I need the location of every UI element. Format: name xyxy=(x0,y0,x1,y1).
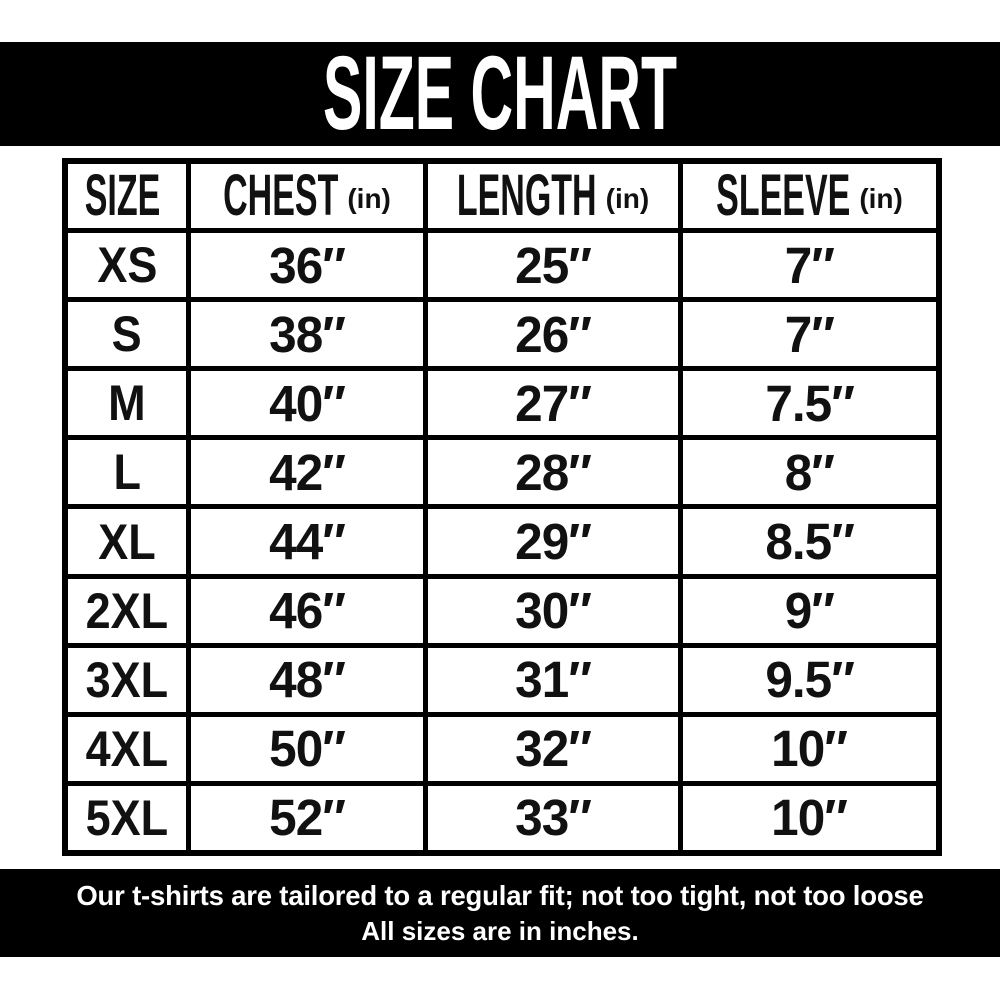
length-value: 31″ xyxy=(515,651,592,709)
length-value: 33″ xyxy=(515,789,592,847)
length-cell: 25″ xyxy=(428,233,678,298)
column-header-chest: CHEST (in) xyxy=(191,164,423,229)
column-header-unit: (in) xyxy=(605,183,650,215)
page-title: SIZE CHART xyxy=(323,34,677,152)
title-banner: SIZE CHART xyxy=(0,34,1000,152)
chest-value: 36″ xyxy=(269,236,346,294)
size-cell: 2XL xyxy=(68,578,186,643)
size-value: M xyxy=(108,375,146,432)
chest-cell: 40″ xyxy=(191,371,423,436)
column-header-label: CHEST xyxy=(223,164,339,229)
length-cell: 31″ xyxy=(428,647,678,712)
chest-cell: 48″ xyxy=(191,647,423,712)
length-cell: 33″ xyxy=(428,785,678,850)
length-value: 32″ xyxy=(515,720,592,778)
sleeve-value: 9.5″ xyxy=(765,651,855,709)
chest-cell: 50″ xyxy=(191,716,423,781)
length-value: 28″ xyxy=(515,443,592,501)
size-value: S xyxy=(111,306,143,363)
sleeve-cell: 8″ xyxy=(683,440,936,505)
chest-cell: 38″ xyxy=(191,302,423,367)
sleeve-value: 8″ xyxy=(784,443,835,501)
sleeve-cell: 7″ xyxy=(683,302,936,367)
sleeve-cell: 9.5″ xyxy=(683,647,936,712)
sleeve-cell: 8.5″ xyxy=(683,509,936,574)
sleeve-cell: 7.5″ xyxy=(683,371,936,436)
chest-value: 52″ xyxy=(269,789,346,847)
chest-value: 42″ xyxy=(269,443,346,501)
size-cell: 5XL xyxy=(68,785,186,850)
size-value: XS xyxy=(96,237,158,294)
sleeve-value: 10″ xyxy=(771,720,849,778)
column-header-unit: (in) xyxy=(347,183,391,215)
size-cell: 4XL xyxy=(68,716,186,781)
sleeve-value: 7.5″ xyxy=(765,374,855,432)
size-value: L xyxy=(113,444,141,501)
chest-value: 38″ xyxy=(269,305,346,363)
column-header-sleeve: SLEEVE (in) xyxy=(683,164,936,229)
size-value: 3XL xyxy=(85,651,169,708)
length-value: 26″ xyxy=(515,305,592,363)
column-header-label: SLEEVE xyxy=(716,164,851,229)
sleeve-value: 9″ xyxy=(784,582,835,640)
size-value: 2XL xyxy=(85,582,169,639)
size-cell: M xyxy=(68,371,186,436)
sleeve-cell: 10″ xyxy=(683,716,936,781)
length-cell: 29″ xyxy=(428,509,678,574)
chest-value: 50″ xyxy=(269,720,346,778)
sleeve-value: 10″ xyxy=(771,789,849,847)
sleeve-cell: 10″ xyxy=(683,785,936,850)
size-cell: S xyxy=(68,302,186,367)
sleeve-value: 7″ xyxy=(784,236,835,294)
sleeve-cell: 9″ xyxy=(683,578,936,643)
sleeve-value: 8.5″ xyxy=(765,513,855,571)
column-header-label: SIZE xyxy=(84,164,161,229)
size-cell: 3XL xyxy=(68,647,186,712)
chest-value: 48″ xyxy=(269,651,346,709)
length-cell: 26″ xyxy=(428,302,678,367)
length-cell: 28″ xyxy=(428,440,678,505)
chest-value: 44″ xyxy=(269,513,346,571)
column-header-size: SIZE xyxy=(68,164,186,229)
length-cell: 30″ xyxy=(428,578,678,643)
column-header-label: LENGTH xyxy=(456,164,597,229)
size-chart-table: SIZE CHEST (in) LENGTH (in) SLEEVE (in) XS … xyxy=(62,158,942,856)
chest-cell: 42″ xyxy=(191,440,423,505)
sleeve-value: 7″ xyxy=(784,305,835,363)
length-cell: 32″ xyxy=(428,716,678,781)
column-header-length: LENGTH (in) xyxy=(428,164,678,229)
chest-cell: 46″ xyxy=(191,578,423,643)
length-cell: 27″ xyxy=(428,371,678,436)
size-cell: XS xyxy=(68,233,186,298)
sleeve-cell: 7″ xyxy=(683,233,936,298)
size-value: XL xyxy=(98,513,156,570)
chest-cell: 44″ xyxy=(191,509,423,574)
size-value: 5XL xyxy=(85,789,169,846)
length-value: 25″ xyxy=(515,236,592,294)
footer-note-banner: Our t-shirts are tailored to a regular f… xyxy=(0,869,1000,957)
units-note: All sizes are in inches. xyxy=(361,915,639,946)
size-cell: L xyxy=(68,440,186,505)
column-header-unit: (in) xyxy=(859,183,903,215)
length-value: 30″ xyxy=(515,582,592,640)
length-value: 27″ xyxy=(515,374,592,432)
length-value: 29″ xyxy=(515,513,592,571)
chest-cell: 52″ xyxy=(191,785,423,850)
size-cell: XL xyxy=(68,509,186,574)
chest-value: 40″ xyxy=(269,374,346,432)
fit-note: Our t-shirts are tailored to a regular f… xyxy=(76,879,924,911)
chest-value: 46″ xyxy=(269,582,346,640)
size-value: 4XL xyxy=(85,720,169,777)
chest-cell: 36″ xyxy=(191,233,423,298)
